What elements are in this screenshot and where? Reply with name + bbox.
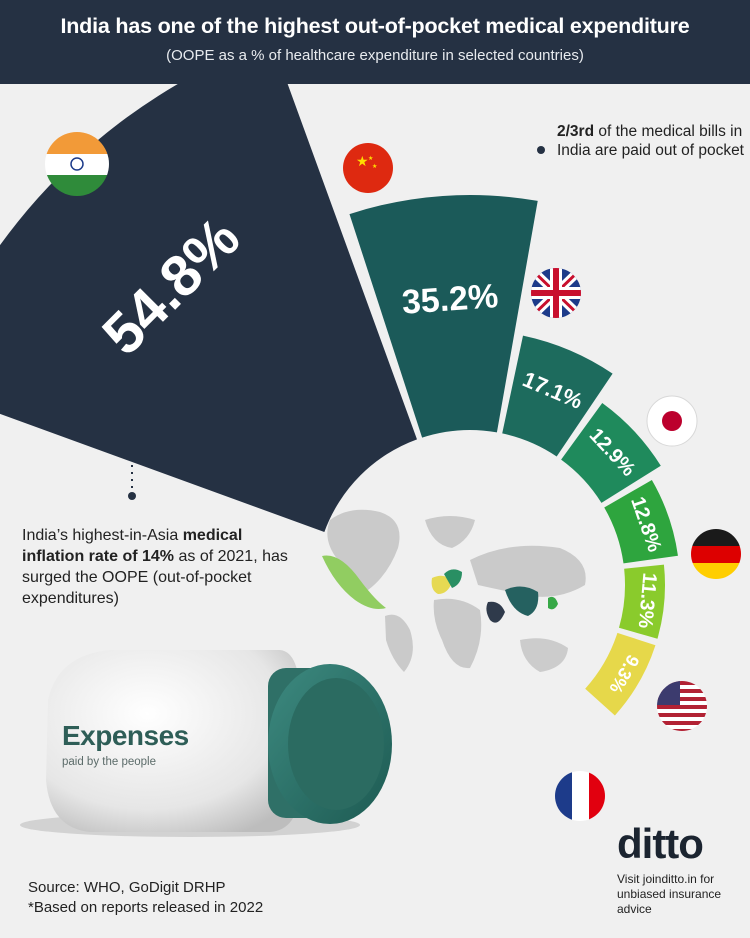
bar-germany [604, 480, 678, 564]
oope-radial-chart: 54.8% 35.2%17.1%12.9%12.8%11.3%9.3% ★ ★ ★ [0, 84, 741, 837]
source-line: Source: WHO, GoDigit DRHP [28, 879, 226, 896]
france-flag-icon [555, 771, 605, 821]
bottle-subtitle: paid by the people [62, 756, 156, 768]
page-subtitle: (OOPE as a % of healthcare expenditure i… [166, 47, 584, 64]
page-title: India has one of the highest out-of-pock… [60, 14, 690, 38]
note-left-text-b: as of 2021, has surged the OOPE (out-of-… [22, 548, 288, 607]
bar-united-states [618, 564, 665, 639]
bar-india [0, 84, 417, 532]
bar-label-china: 35.2% [401, 277, 500, 322]
uk-flag-icon [531, 268, 581, 318]
note-left-dot [128, 492, 136, 500]
note-top-text: of the medical bills in India are paid o… [557, 123, 744, 159]
japan-flag-icon [646, 395, 698, 447]
note-left-text-a: India’s highest-in-Asia [22, 527, 183, 544]
note-left-highlight: medical inflation rate of 14% [22, 527, 243, 565]
chart-bars [0, 84, 678, 716]
brand-tagline: Visit joinditto.in for unbiased insuranc… [617, 872, 722, 916]
bar-label-united-states: 11.3% [634, 572, 661, 630]
note-top-highlight: 2/3rd [557, 123, 595, 140]
bar-france [585, 632, 656, 716]
footnote-line: *Based on reports released in 2022 [28, 899, 264, 916]
world-map-icon [322, 509, 586, 672]
india-flag-icon [45, 132, 109, 196]
svg-text:★: ★ [368, 155, 373, 162]
svg-text:★: ★ [372, 163, 377, 170]
bottle-label: Expenses paid by the people [62, 720, 189, 768]
brand-block: ditto Visit joinditto.in for unbiased in… [617, 822, 737, 917]
source-note: Source: WHO, GoDigit DRHP *Based on repo… [28, 878, 263, 918]
china-flag-icon: ★ ★ ★ [343, 143, 393, 193]
ditto-logo: ditto [617, 820, 704, 867]
svg-text:★: ★ [356, 154, 369, 170]
usa-flag-icon [657, 681, 707, 731]
bar-united-kingdom [502, 335, 613, 457]
bar-china [349, 194, 538, 438]
bar-japan [561, 402, 661, 503]
note-left: India’s highest-in-Asia medical inflatio… [22, 525, 292, 609]
header: India has one of the highest out-of-pock… [0, 0, 750, 84]
medicine-bottle-icon [20, 650, 392, 837]
note-top-dot [537, 146, 545, 154]
germany-flag-icon [691, 529, 741, 579]
bottle-title: Expenses [62, 720, 189, 751]
note-top: 2/3rd of the medical bills in India are … [557, 122, 747, 160]
